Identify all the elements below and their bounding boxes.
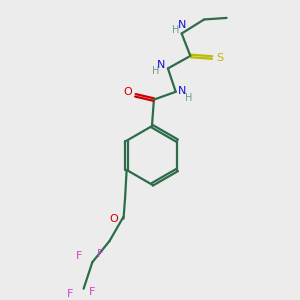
Text: O: O (123, 87, 132, 98)
Text: N: N (178, 20, 186, 30)
Text: H: H (172, 25, 179, 34)
Text: F: F (76, 251, 82, 261)
Text: N: N (178, 86, 187, 96)
Text: F: F (97, 249, 103, 260)
Text: N: N (157, 61, 165, 70)
Text: S: S (216, 52, 224, 62)
Text: H: H (185, 93, 192, 103)
Text: H: H (152, 66, 159, 76)
Text: O: O (110, 214, 118, 224)
Text: F: F (67, 289, 73, 298)
Text: F: F (89, 286, 96, 297)
